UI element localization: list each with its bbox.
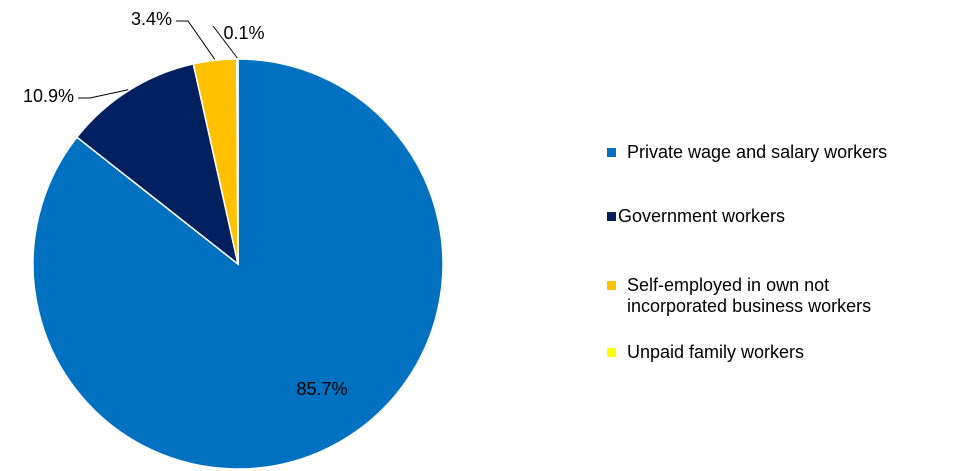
leader-lines xyxy=(78,20,238,99)
pie-slice-unpaid-family xyxy=(235,58,239,265)
legend-item-government: Government workers xyxy=(607,206,785,227)
leader-line-self-employed xyxy=(176,20,216,60)
pie-slice-government xyxy=(75,63,240,266)
legend-swatch-government xyxy=(607,212,616,221)
leader-line-government xyxy=(78,89,129,99)
data-label-self-employed: 3.4% xyxy=(131,9,172,29)
legend-label-unpaid-family: Unpaid family workers xyxy=(627,342,805,362)
legend-label-self-employed: Self-employed in own not incorporated bu… xyxy=(627,275,872,316)
legend-item-private-wage: Private wage and salary workers xyxy=(607,142,887,163)
legend-swatch-private-wage xyxy=(607,148,616,157)
legend-label-private-wage: Private wage and salary workers xyxy=(627,142,888,162)
data-label-unpaid-family: 0.1% xyxy=(223,23,264,43)
legend-item-self-employed: Self-employed in own not incorporated bu… xyxy=(607,275,871,317)
legend-swatch-unpaid-family xyxy=(607,348,616,357)
legend-item-unpaid-family: Unpaid family workers xyxy=(607,342,804,363)
leader-line-unpaid-family xyxy=(212,25,238,59)
data-label-private-wage: 85.7% xyxy=(296,379,347,399)
data-labels: 85.7% 10.9% 3.4% 0.1% xyxy=(23,9,348,399)
data-label-government: 10.9% xyxy=(23,86,74,106)
legend-label-government: Government workers xyxy=(618,206,786,226)
pie-slices xyxy=(32,58,444,470)
legend-swatch-self-employed xyxy=(607,281,616,290)
